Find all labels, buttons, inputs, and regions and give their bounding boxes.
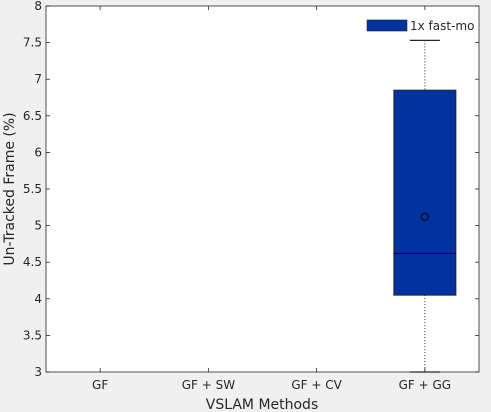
y-tick-label: 4 [34,292,42,306]
x-tick-label: GF + CV [291,378,342,392]
y-tick-label: 8 [34,0,42,13]
box-iqr [393,89,457,296]
x-tick-label: GF + GG [399,378,451,392]
y-tick-label: 5 [34,219,42,233]
y-axis: 3 3.5 4 4.5 5 5.5 6 6.5 7 7.5 8 [23,0,479,379]
x-axis-title: VSLAM Methods [206,397,319,412]
y-tick-label: 6 [34,145,42,159]
y-tick-label: 4.5 [23,255,42,269]
boxes [393,39,457,373]
mean-marker [420,212,429,221]
legend-swatch [366,19,408,32]
y-tick-label: 6.5 [23,109,42,123]
y-axis-title: Un-Tracked Frame (%) [2,112,18,265]
y-tick-label: 3.5 [23,328,42,342]
y-tick-label: 5.5 [23,182,42,196]
x-axis: GF GF + SW GF + CV GF + GG [92,6,451,392]
y-tick-label: 7.5 [23,36,42,50]
legend: 1x fast-mo [366,19,474,33]
legend-label: 1x fast-mo [410,19,474,33]
x-tick-label: GF [92,378,108,392]
y-tick-label: 7 [34,72,42,86]
y-tick-label: 3 [34,365,42,379]
x-tick-label: GF + SW [182,378,236,392]
